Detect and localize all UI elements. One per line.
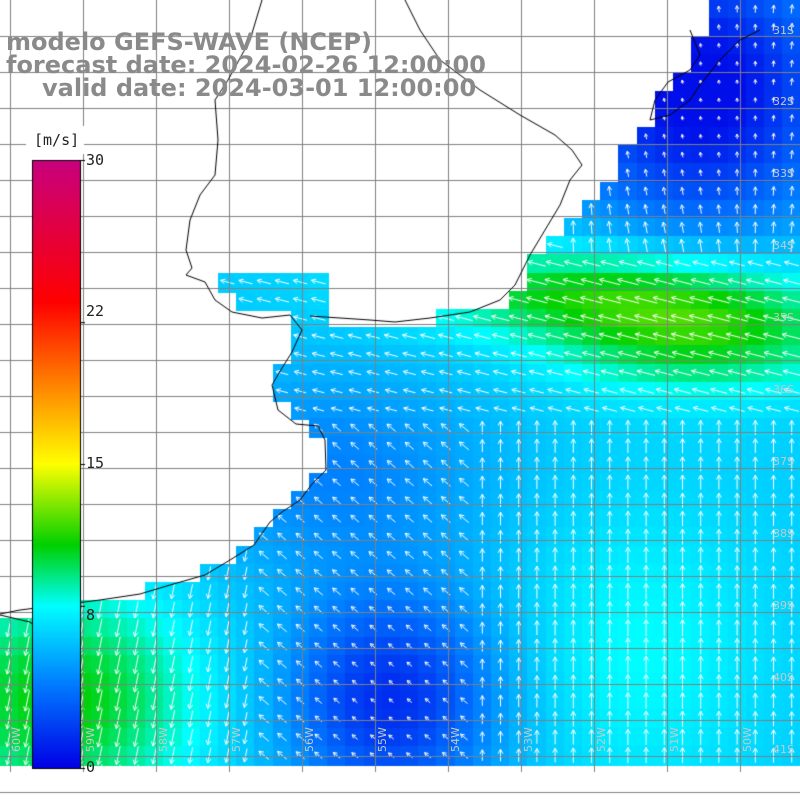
lat-label-34s: 34S bbox=[773, 239, 794, 252]
colorbar-tick-8: 8 bbox=[86, 606, 96, 624]
lon-label-50w: 50W bbox=[741, 727, 754, 752]
lon-label-55w: 55W bbox=[376, 727, 389, 752]
lat-label-38s: 38S bbox=[773, 527, 794, 540]
lon-label-58w: 58W bbox=[157, 727, 170, 752]
lat-label-40s: 40S bbox=[773, 671, 794, 684]
lat-label-35s: 35S bbox=[773, 311, 794, 324]
colorbar-tick-0: 0 bbox=[86, 758, 96, 776]
lat-label-32s: 32S bbox=[773, 95, 794, 108]
lon-label-59w: 59W bbox=[84, 727, 97, 752]
colorbar-tick-15: 15 bbox=[86, 454, 105, 472]
title-forecast-date: forecast date: 2024-02-26 12:00:00 bbox=[6, 51, 486, 79]
lon-label-56w: 56W bbox=[303, 727, 316, 752]
lat-label-33s: 33S bbox=[773, 167, 794, 180]
colorbar-tick-22: 22 bbox=[86, 302, 105, 320]
title-model: modelo GEFS-WAVE (NCEP) bbox=[6, 28, 372, 56]
title-valid-date: valid date: 2024-03-01 12:00:00 bbox=[42, 74, 477, 102]
lon-label-52w: 52W bbox=[595, 727, 608, 752]
lat-label-31s: 31S bbox=[773, 24, 794, 37]
lat-label-36s: 36S bbox=[773, 383, 794, 396]
lon-label-53w: 53W bbox=[522, 727, 535, 752]
lat-label-39s: 39S bbox=[773, 599, 794, 612]
lon-label-54w: 54W bbox=[449, 727, 462, 752]
colorbar-unit-label: [m/s] bbox=[34, 131, 80, 149]
lon-label-57w: 57W bbox=[230, 727, 243, 752]
lon-label-51w: 51W bbox=[668, 727, 681, 752]
colorbar-tick-30: 30 bbox=[86, 151, 105, 169]
lat-label-37s: 37S bbox=[773, 455, 794, 468]
lon-label-60w: 60W bbox=[10, 727, 23, 752]
lat-label-41s: 41S bbox=[773, 743, 794, 756]
